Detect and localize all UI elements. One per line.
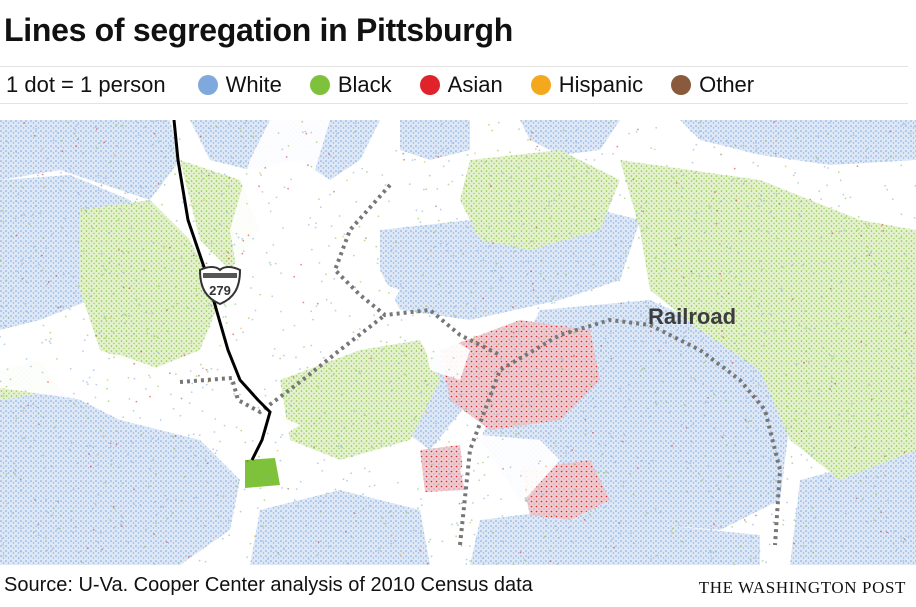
legend-label-black: Black bbox=[337, 72, 392, 97]
legend-item-asian: Asian bbox=[419, 72, 503, 98]
page-title: Lines of segregation in Pittsburgh bbox=[4, 12, 513, 48]
railroad-label-group: Railroad bbox=[648, 304, 736, 329]
legend: 1 dot = 1 person White Black Asian Hispa… bbox=[0, 66, 908, 104]
population-dots bbox=[0, 120, 916, 565]
railroad-label: Railroad bbox=[648, 304, 736, 329]
legend-item-white: White bbox=[197, 72, 282, 98]
highway-shield-number: 279 bbox=[209, 283, 231, 298]
legend-label-asian: Asian bbox=[447, 72, 503, 97]
publisher-credit: THE WASHINGTON POST bbox=[698, 578, 906, 597]
dot-density-map: Railroad 279 bbox=[0, 120, 916, 565]
legend-item-hispanic: Hispanic bbox=[530, 72, 644, 98]
rivers bbox=[0, 120, 560, 510]
black-dot-icon bbox=[309, 75, 330, 95]
legend-note: 1 dot = 1 person bbox=[6, 72, 166, 97]
interstate-shield-icon: 279 bbox=[198, 266, 242, 306]
asian-dot-icon bbox=[419, 75, 440, 95]
source-note: Source: U-Va. Cooper Center analysis of … bbox=[4, 574, 533, 596]
legend-item-other: Other bbox=[671, 72, 754, 98]
hispanic-dot-icon bbox=[530, 75, 551, 95]
map-canvas: Railroad 279 bbox=[0, 120, 916, 565]
highway-279: 279 bbox=[172, 120, 272, 461]
legend-label-other: Other bbox=[699, 72, 755, 97]
legend-label-hispanic: Hispanic bbox=[558, 72, 644, 97]
railroad-line-north bbox=[332, 183, 501, 357]
railroad-line-west bbox=[179, 313, 387, 415]
other-dot-icon bbox=[671, 75, 692, 95]
legend-item-black: Black bbox=[309, 72, 392, 98]
railroad-lines bbox=[179, 183, 783, 546]
legend-label-white: White bbox=[225, 72, 282, 97]
white-dot-icon bbox=[197, 75, 218, 95]
